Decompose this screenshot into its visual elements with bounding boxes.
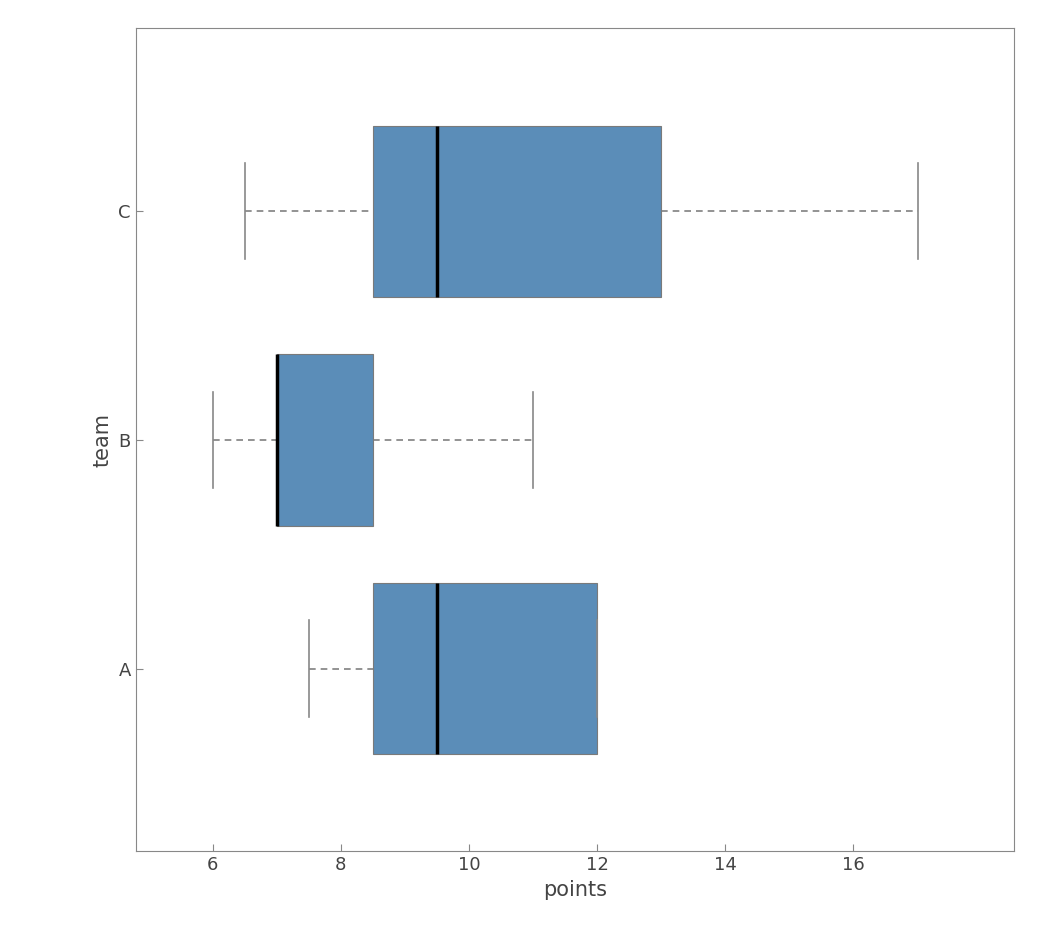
- Bar: [373, 126, 661, 297]
- Bar: [277, 354, 373, 526]
- Y-axis label: team: team: [93, 412, 113, 467]
- Bar: [373, 583, 597, 754]
- X-axis label: points: points: [542, 880, 607, 900]
